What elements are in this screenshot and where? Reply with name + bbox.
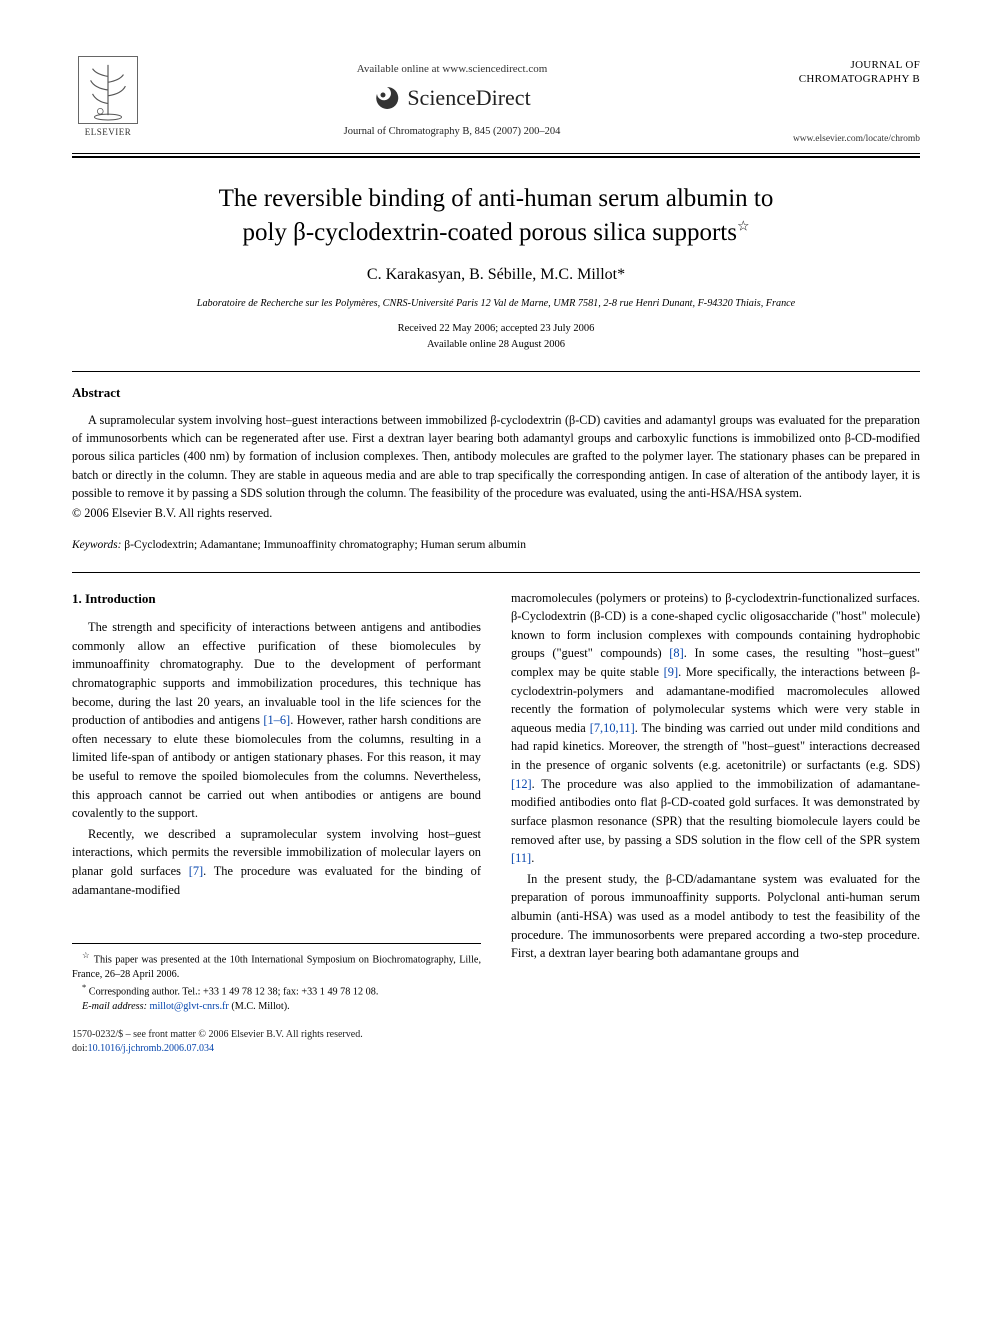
fn2-mark: * <box>82 982 86 992</box>
header-center: Available online at www.sciencedirect.co… <box>144 56 760 139</box>
online-date: Available online 28 August 2006 <box>72 337 920 353</box>
ref-link-2[interactable]: [7] <box>189 864 203 878</box>
title-block: The reversible binding of anti-human ser… <box>72 182 920 353</box>
column-left: 1. Introduction The strength and specifi… <box>72 589 481 1015</box>
authors-text: C. Karakasyan, B. Sébille, M.C. Millot <box>367 266 617 283</box>
keywords-label: Keywords: <box>72 539 121 551</box>
sciencedirect-logo: ScienceDirect <box>373 82 530 114</box>
journal-url: www.elsevier.com/locate/chromb <box>760 133 920 145</box>
fn1-mark: ☆ <box>82 950 91 960</box>
elsevier-logo-block: ELSEVIER <box>72 56 144 139</box>
p3-e: . The procedure was also applied to the … <box>511 777 920 847</box>
keywords-list: β-Cyclodextrin; Adamantane; Immunoaffini… <box>124 539 526 551</box>
fn2-text: Corresponding author. Tel.: +33 1 49 78 … <box>89 987 379 998</box>
intro-p1-b: . However, rather harsh conditions are o… <box>72 713 481 820</box>
doi-line: doi:10.1016/j.jchromb.2006.07.034 <box>72 1042 920 1056</box>
page-container: ELSEVIER Available online at www.science… <box>0 0 992 1096</box>
footnote-2: * Corresponding author. Tel.: +33 1 49 7… <box>72 982 481 1000</box>
abstract-section: Abstract A supramolecular system involvi… <box>72 384 920 523</box>
sciencedirect-swirl-icon <box>373 84 401 112</box>
rule-thick-top <box>72 156 920 158</box>
elsevier-label: ELSEVIER <box>85 126 132 139</box>
footnotes-block: ☆ This paper was presented at the 10th I… <box>72 943 481 1014</box>
intro-p3: macromolecules (polymers or proteins) to… <box>511 589 920 868</box>
intro-p1-a: The strength and specificity of interact… <box>72 620 481 727</box>
p3-f: . <box>531 851 534 865</box>
ref-link-3[interactable]: [8] <box>669 646 683 660</box>
doi-link[interactable]: 10.1016/j.jchromb.2006.07.034 <box>88 1043 214 1054</box>
journal-title-small: JOURNAL OF CHROMATOGRAPHY B <box>760 58 920 87</box>
ref-link-1[interactable]: [1–6] <box>263 713 290 727</box>
intro-p1: The strength and specificity of interact… <box>72 618 481 823</box>
fn1-text: This paper was presented at the 10th Int… <box>72 955 481 980</box>
journal-reference: Journal of Chromatography B, 845 (2007) … <box>144 124 760 139</box>
header-row: ELSEVIER Available online at www.science… <box>72 56 920 145</box>
title-line-2: poly β-cyclodextrin-coated porous silica… <box>242 219 737 246</box>
abstract-heading: Abstract <box>72 384 920 403</box>
body-columns: 1. Introduction The strength and specifi… <box>72 589 920 1015</box>
intro-p4: In the present study, the β-CD/adamantan… <box>511 870 920 963</box>
ref-link-7[interactable]: [11] <box>511 851 531 865</box>
rule-thin-top <box>72 153 920 154</box>
article-title: The reversible binding of anti-human ser… <box>72 182 920 250</box>
dates-block: Received 22 May 2006; accepted 23 July 2… <box>72 321 920 353</box>
abstract-copyright: © 2006 Elsevier B.V. All rights reserved… <box>72 505 920 523</box>
title-footnote-mark: ☆ <box>737 219 750 234</box>
received-date: Received 22 May 2006; accepted 23 July 2… <box>72 321 920 337</box>
front-matter-line: 1570-0232/$ – see front matter © 2006 El… <box>72 1028 920 1042</box>
title-line-1: The reversible binding of anti-human ser… <box>219 185 774 212</box>
bottom-meta: 1570-0232/$ – see front matter © 2006 El… <box>72 1028 920 1056</box>
fn3-tail: (M.C. Millot). <box>229 1001 290 1012</box>
rule-below-keywords <box>72 572 920 573</box>
fn3-label: E-mail address: <box>82 1001 147 1012</box>
abstract-text: A supramolecular system involving host–g… <box>72 413 920 500</box>
sciencedirect-text: ScienceDirect <box>407 82 530 114</box>
available-online-text: Available online at www.sciencedirect.co… <box>144 62 760 78</box>
ref-link-5[interactable]: [7,10,11] <box>590 721 635 735</box>
footnote-3: E-mail address: millot@glvt-cnrs.fr (M.C… <box>72 1000 481 1014</box>
header-right: JOURNAL OF CHROMATOGRAPHY B www.elsevier… <box>760 56 920 145</box>
ref-link-6[interactable]: [12] <box>511 777 532 791</box>
affiliation: Laboratoire de Recherche sur les Polymèr… <box>72 297 920 312</box>
ref-link-4[interactable]: [9] <box>664 665 678 679</box>
intro-p2: Recently, we described a supramolecular … <box>72 825 481 899</box>
elsevier-tree-icon <box>78 56 138 124</box>
column-right: macromolecules (polymers or proteins) to… <box>511 589 920 1015</box>
authors-line: C. Karakasyan, B. Sébille, M.C. Millot* <box>72 263 920 286</box>
intro-heading: 1. Introduction <box>72 589 481 609</box>
rule-above-abstract <box>72 371 920 372</box>
fn3-email[interactable]: millot@glvt-cnrs.fr <box>150 1001 229 1012</box>
abstract-body: A supramolecular system involving host–g… <box>72 411 920 502</box>
corresponding-mark: * <box>617 266 625 283</box>
doi-label: doi: <box>72 1043 88 1054</box>
footnote-1: ☆ This paper was presented at the 10th I… <box>72 950 481 982</box>
keywords-line: Keywords: β-Cyclodextrin; Adamantane; Im… <box>72 537 920 554</box>
